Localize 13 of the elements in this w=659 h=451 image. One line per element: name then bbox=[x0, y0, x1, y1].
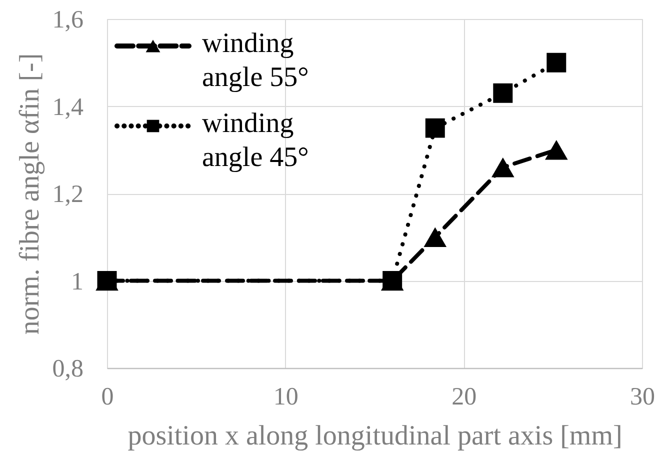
y-tick-label: 1,6 bbox=[52, 6, 84, 34]
y-tick-label: 1,2 bbox=[52, 181, 84, 208]
y-axis-title: norm. fibre angle αfin [-] bbox=[14, 53, 46, 335]
x-tick-label: 30 bbox=[630, 384, 655, 410]
y-tick-label: 0,8 bbox=[52, 356, 84, 382]
x-axis-title: position x along longitudinal part axis [mm] bbox=[128, 420, 622, 451]
x-tick-label: 10 bbox=[273, 384, 298, 410]
y-tick-label: 1,4 bbox=[52, 94, 84, 121]
legend-label: winding angle 55° bbox=[202, 28, 309, 93]
x-tick-label: 0 bbox=[101, 384, 114, 410]
y-tick-label: 1 bbox=[71, 268, 84, 296]
legend-label: winding angle 45° bbox=[202, 108, 309, 173]
x-tick-label: 20 bbox=[452, 384, 477, 410]
